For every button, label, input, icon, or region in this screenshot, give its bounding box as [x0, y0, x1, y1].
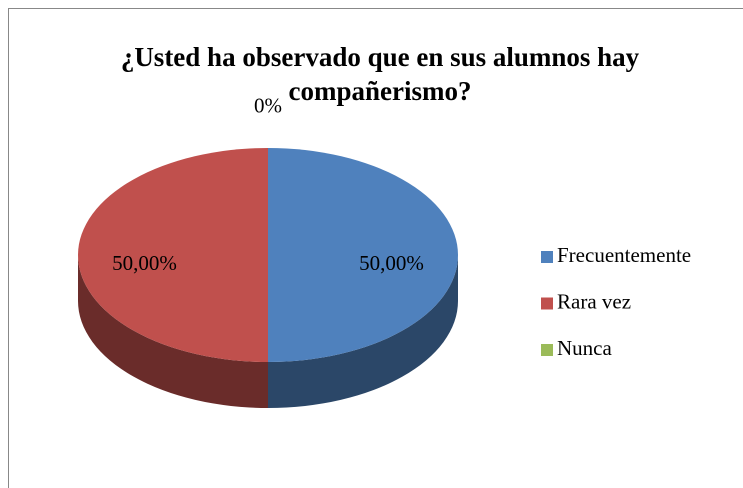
- data-label: 0%: [254, 94, 282, 118]
- data-label: 50,00%: [359, 251, 424, 275]
- chart-frame: [8, 8, 743, 488]
- legend-label: Rara vez: [557, 289, 631, 313]
- slice: [268, 148, 458, 362]
- legend-swatch: [541, 297, 553, 310]
- legend-swatch: [541, 251, 553, 263]
- slice-side: [268, 255, 458, 408]
- slice: [78, 148, 268, 362]
- legend-label: Frecuentemente: [557, 243, 691, 267]
- chart-title: ¿Usted ha observado que en sus alumnos h…: [120, 42, 640, 106]
- legend-label: Nunca: [557, 336, 612, 360]
- legend-swatch: [541, 344, 553, 356]
- slice-side: [78, 255, 268, 408]
- data-label: 50,00%: [112, 251, 177, 275]
